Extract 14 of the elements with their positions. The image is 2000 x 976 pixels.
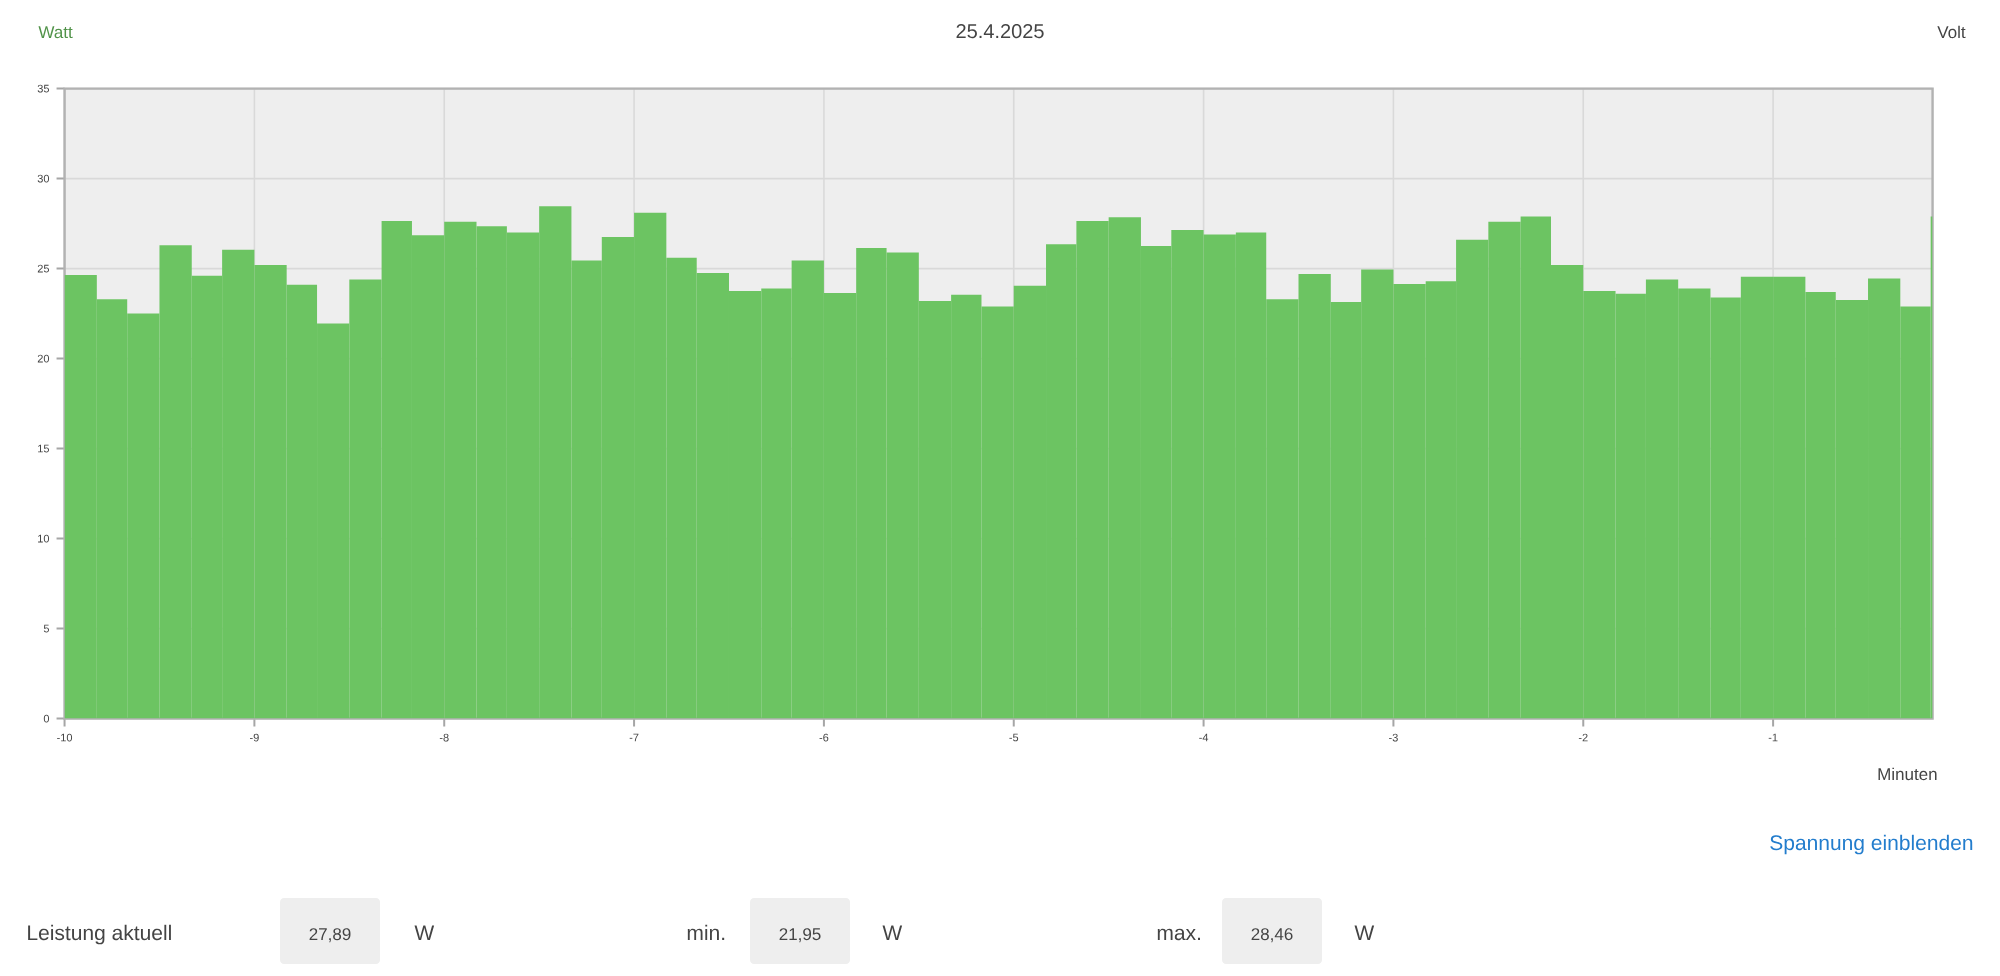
text: Spannung einblenden bbox=[1770, 834, 1973, 855]
chart-title: 25.4.2025 bbox=[956, 24, 1044, 39]
text: min. bbox=[687, 924, 725, 940]
y-axis-title: Watt bbox=[38, 26, 73, 39]
text: Leistung aktuell bbox=[28, 924, 171, 945]
text: 27,89 bbox=[309, 928, 351, 943]
text: 28,46 bbox=[1251, 928, 1293, 943]
x-axis-title: Minuten bbox=[1878, 767, 1937, 781]
text: max. bbox=[1157, 928, 1201, 941]
text: W bbox=[1354, 925, 1375, 940]
text: W bbox=[414, 925, 435, 940]
text: 21,95 bbox=[779, 928, 821, 943]
y2-axis-title: Volt bbox=[1937, 25, 1966, 39]
text: W bbox=[882, 925, 903, 940]
